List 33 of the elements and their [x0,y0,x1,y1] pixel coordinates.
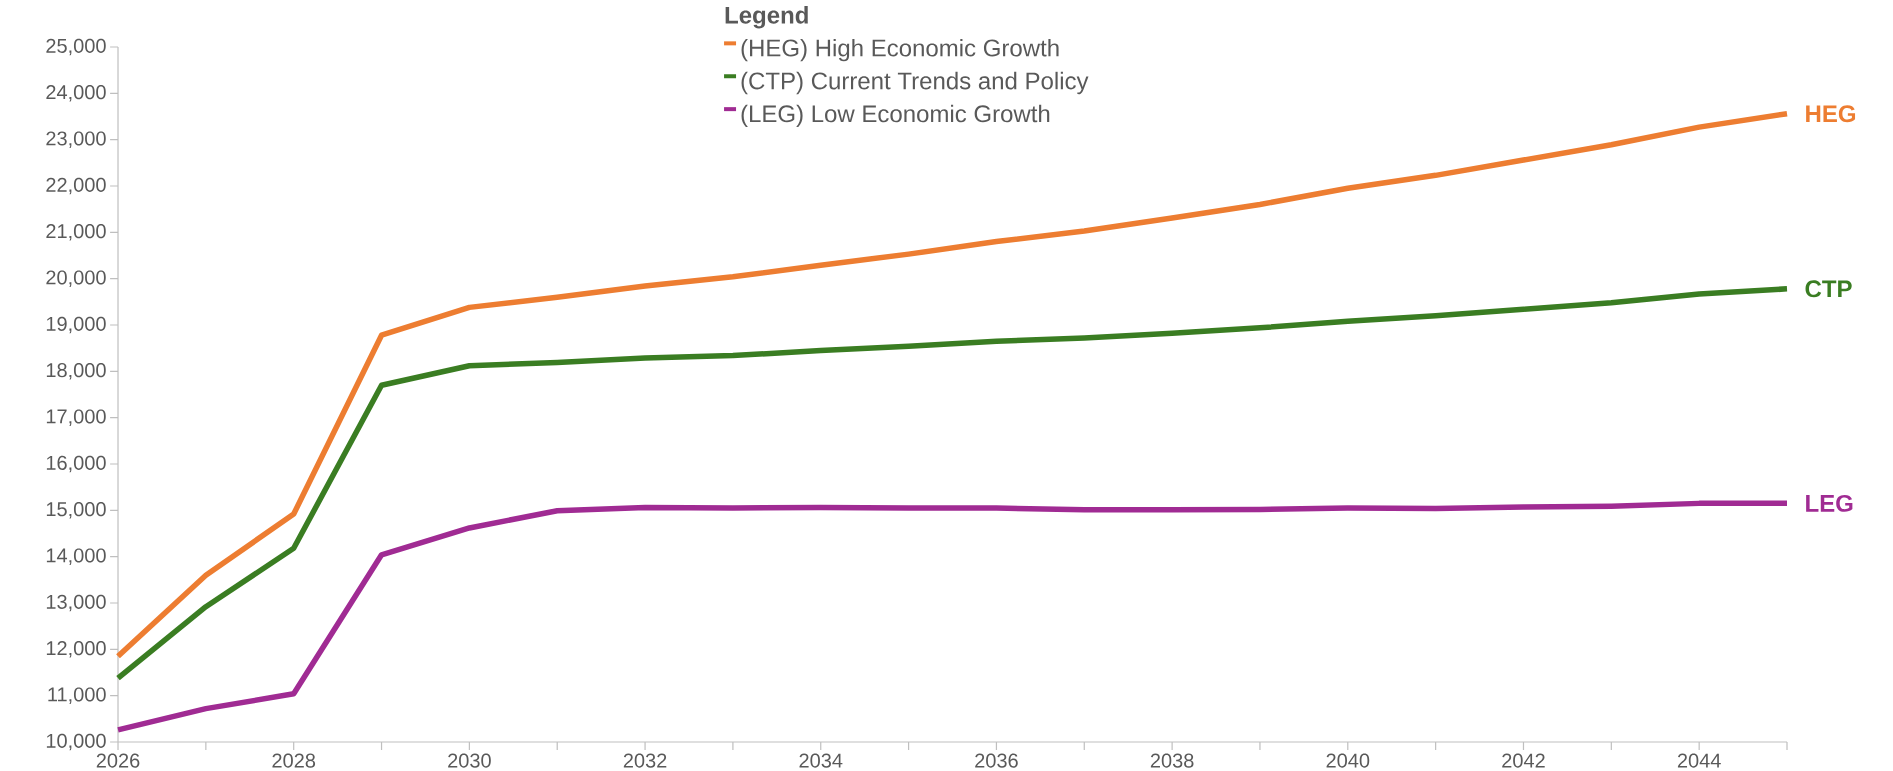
x-tick-label: 2036 [975,753,1018,768]
text: CTP [1805,280,1852,298]
y-tick-label: 22,000 [46,177,106,195]
x-tick-label: 2040 [1326,753,1370,768]
y-tick-label: 23,000 [46,131,106,148]
x-tick-label: 2042 [1502,753,1545,768]
y-tick-label: 10,000 [46,733,106,751]
x-tick-label: 2038 [1150,753,1194,768]
x-tick-label: 2034 [799,753,843,768]
x-tick-label: 2030 [448,753,491,768]
legend-label: (LEG) Low Economic Growth [741,104,1050,128]
y-tick-label: 25,000 [46,38,106,56]
text: HEG [1806,105,1856,123]
y-tick-label: 16,000 [46,455,106,473]
legend-title: Legend [725,6,808,29]
y-tick-label: 11,000 [48,687,106,704]
y-tick-label: 20,000 [46,270,106,287]
y-tick-label: 24,000 [46,85,106,102]
y-tick-label: 17,000 [46,409,106,426]
y-tick-label: 15,000 [46,502,106,519]
y-tick-label: 18,000 [46,363,106,380]
y-tick-label: 21,000 [46,224,106,241]
x-tick-label: 2044 [1677,753,1721,768]
y-tick-label: 14,000 [46,548,106,565]
y-tick-label: 19,000 [46,316,106,334]
legend-label: (HEG) High Economic Growth [741,38,1059,62]
x-tick-label: 2028 [272,753,316,768]
x-tick-label: 2026 [96,753,140,768]
y-tick-label: 12,000 [46,641,106,658]
legend-label: (CTP) Current Trends and Policy [741,71,1089,95]
y-tick-label: 13,000 [46,594,106,612]
text: LEG [1806,494,1853,512]
x-tick-label: 2032 [623,753,667,768]
